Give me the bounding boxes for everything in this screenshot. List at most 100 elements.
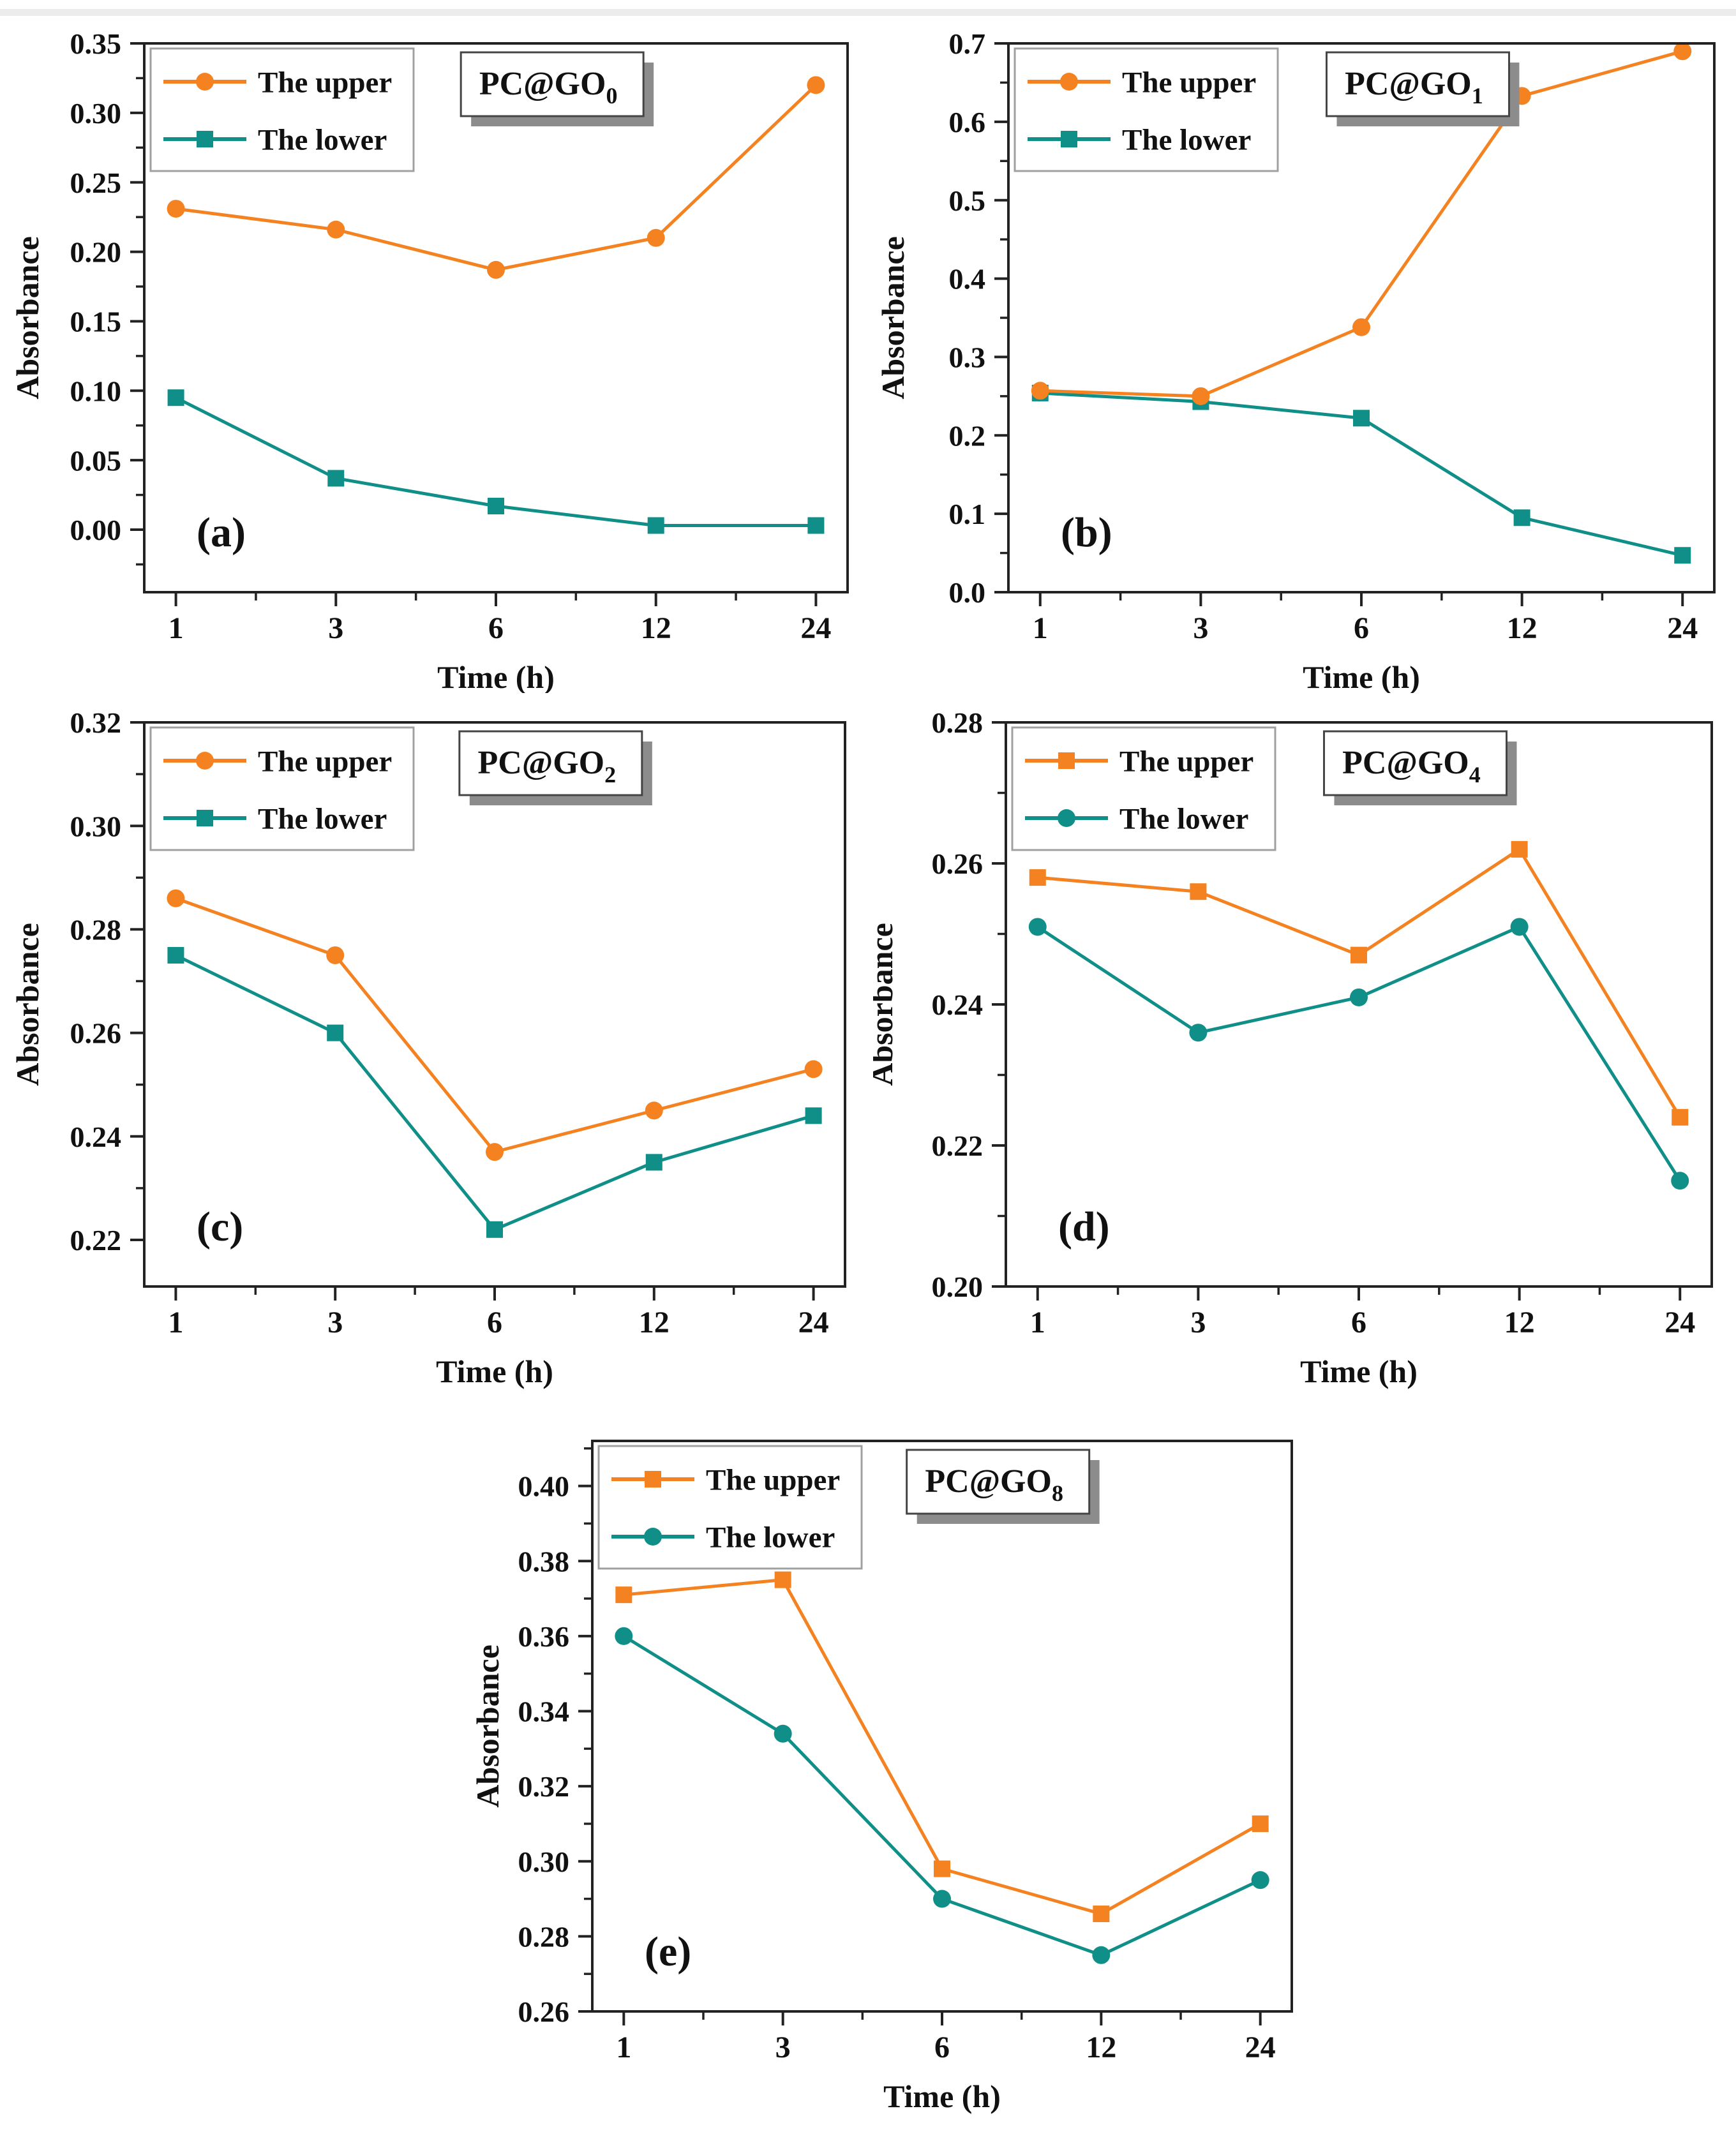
y-tick-label: 0.28: [932, 706, 984, 739]
legend-marker: [196, 752, 214, 770]
x-tick-label: 6: [934, 2031, 950, 2064]
legend-marker: [645, 1471, 661, 1488]
y-tick-label: 0.30: [518, 1846, 570, 1878]
chart-panel-e: 0.26 0.28 0.30 0.32 0.34 0.36 0.38 0.40 1 3 6 12 24 T…: [431, 1408, 1325, 2155]
legend-marker: [1058, 809, 1075, 827]
y-tick-label: 0.00: [70, 514, 122, 546]
legend-label: The upper: [1122, 66, 1256, 99]
y-tick-label: 0.38: [518, 1545, 570, 1577]
data-point-lower-3h: [327, 1024, 344, 1041]
data-point-lower-1h: [1028, 918, 1047, 936]
data-point-upper-1h: [167, 200, 185, 218]
data-point-lower-6h: [1350, 988, 1368, 1006]
data-point-upper-3h: [327, 220, 345, 239]
x-tick-label: 6: [1354, 611, 1369, 645]
legend-box: [1011, 726, 1276, 851]
x-tick-label: 12: [1507, 611, 1538, 645]
data-point-upper-12h: [1511, 840, 1528, 858]
x-tick-label: 6: [487, 1306, 502, 1339]
y-tick-label: 0.2: [949, 419, 986, 452]
data-point-lower-6h: [933, 1890, 951, 1908]
panel-letter: (b): [1061, 509, 1112, 556]
data-point-lower-24h: [805, 1107, 822, 1124]
data-point-upper-3h: [1190, 883, 1207, 900]
data-point-upper-6h: [1351, 946, 1367, 964]
data-point-upper-6h: [486, 1143, 504, 1161]
y-tick-label: 0.22: [70, 1224, 122, 1256]
data-point-upper-12h: [1093, 1905, 1110, 1923]
x-tick-label: 24: [1667, 611, 1698, 645]
chart-title: PC@GO2: [478, 745, 617, 787]
chart-svg-b: 0.0 0.1 0.2 0.3 0.4 0.5 0.6 0.7 1 3 6 12 24 Time (h) A…: [875, 27, 1716, 695]
data-point-upper-24h: [1673, 42, 1692, 61]
y-tick-label: 0.20: [70, 236, 122, 269]
y-tick-label: 0.24: [70, 1121, 122, 1153]
x-tick-label: 24: [1665, 1306, 1695, 1339]
y-tick-label: 0.35: [70, 27, 122, 60]
y-tick-label: 0.36: [518, 1620, 570, 1653]
y-tick-label: 0.26: [932, 847, 984, 880]
data-point-lower-1h: [167, 946, 184, 964]
chart-title: PC@GO4: [1342, 745, 1481, 787]
data-point-upper-1h: [1029, 869, 1046, 886]
x-tick-label: 12: [1504, 1306, 1535, 1339]
y-tick-label: 0.32: [70, 706, 122, 739]
y-tick-label: 0.15: [70, 306, 122, 338]
legend-label: The upper: [1119, 745, 1253, 778]
data-point-lower-3h: [774, 1724, 792, 1743]
x-axis-title: Time (h): [883, 2078, 1001, 2114]
panel-letter: (a): [197, 509, 246, 556]
data-point-upper-3h: [326, 946, 345, 964]
legend-label: The lower: [258, 802, 387, 835]
data-point-lower-3h: [327, 470, 345, 487]
legend-marker: [1058, 752, 1075, 769]
legend-marker: [197, 131, 213, 147]
y-axis-title: Absorbance: [875, 236, 911, 399]
y-tick-label: 0.1: [949, 498, 986, 530]
panel-letter: (d): [1058, 1204, 1110, 1250]
y-tick-label: 0.22: [932, 1130, 984, 1162]
y-tick-label: 0.30: [70, 810, 122, 842]
legend-label: The upper: [258, 745, 392, 778]
y-tick-label: 0.6: [949, 106, 986, 138]
data-point-lower-1h: [167, 389, 184, 406]
y-tick-label: 0.10: [70, 375, 122, 407]
data-point-upper-12h: [645, 1101, 663, 1120]
data-point-upper-6h: [934, 1860, 950, 1877]
legend-label: The lower: [1122, 123, 1251, 156]
scan-artifact-strip: [0, 9, 1736, 16]
chart-title: PC@GO8: [925, 1463, 1063, 1506]
legend-marker: [1061, 131, 1077, 147]
title-box: [1322, 730, 1508, 796]
x-tick-label: 24: [1245, 2031, 1276, 2064]
data-point-lower-24h: [807, 517, 825, 534]
data-point-lower-6h: [1353, 410, 1370, 427]
legend-marker: [1060, 73, 1078, 91]
y-tick-label: 0.28: [518, 1920, 570, 1953]
data-point-upper-6h: [487, 260, 505, 279]
data-point-lower-12h: [647, 517, 664, 534]
x-tick-label: 6: [1351, 1306, 1366, 1339]
x-tick-label: 3: [328, 611, 343, 645]
legend-marker: [644, 1528, 662, 1546]
y-tick-label: 0.05: [70, 444, 122, 477]
data-point-upper-24h: [807, 76, 825, 94]
y-tick-label: 0.0: [949, 576, 986, 609]
legend-label: The lower: [258, 123, 387, 156]
legend-label: The upper: [706, 1463, 840, 1496]
chart-svg-e: 0.26 0.28 0.30 0.32 0.34 0.36 0.38 0.40 1 3 6 12 24 T…: [470, 1440, 1293, 2114]
y-tick-label: 0.40: [518, 1470, 570, 1503]
y-tick-label: 0.7: [949, 27, 986, 60]
y-axis-title: Absorbance: [10, 236, 45, 399]
legend-box: [149, 726, 415, 851]
x-tick-label: 3: [775, 2031, 791, 2064]
x-tick-label: 24: [800, 611, 831, 645]
data-point-upper-24h: [1672, 1108, 1689, 1126]
chart-title: PC@GO1: [1345, 66, 1483, 108]
x-axis-title: Time (h): [1303, 659, 1420, 693]
y-tick-label: 0.34: [518, 1696, 570, 1728]
data-point-lower-12h: [1092, 1946, 1111, 1964]
x-axis-title: Time (h): [1300, 1353, 1418, 1389]
legend-label: The upper: [258, 66, 392, 99]
